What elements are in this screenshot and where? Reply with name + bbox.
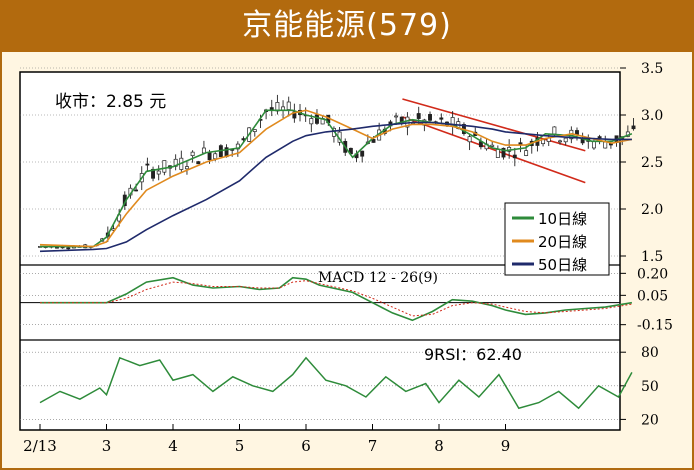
rsi-label: 9RSI：62.40 bbox=[424, 345, 522, 364]
ma-line-1 bbox=[39, 109, 633, 248]
price-tick-label: 2.5 bbox=[641, 155, 663, 171]
candle-body bbox=[207, 151, 212, 161]
candle-body bbox=[518, 142, 523, 145]
rsi-tick-label: 50 bbox=[641, 379, 659, 395]
x-tick-label: 5 bbox=[235, 437, 245, 455]
candle-body bbox=[315, 114, 319, 124]
x-tick-label: 9 bbox=[501, 437, 511, 455]
rsi-lines bbox=[39, 356, 633, 410]
macd-tick-label: -0.15 bbox=[637, 318, 673, 334]
candle-body bbox=[134, 189, 139, 192]
candle-body bbox=[552, 126, 557, 135]
candle-body bbox=[360, 150, 365, 157]
candle-body bbox=[501, 147, 506, 158]
candle-body bbox=[428, 114, 432, 121]
price-tick-label: 2.0 bbox=[641, 202, 663, 218]
legend-label-ma20: 20日線 bbox=[538, 233, 587, 251]
candle-body bbox=[156, 170, 161, 175]
candle-body bbox=[196, 161, 201, 165]
legend: 10日線 20日線 50日線 bbox=[504, 202, 610, 276]
candle-body bbox=[416, 113, 421, 119]
rsi-line bbox=[39, 356, 633, 410]
candle-body bbox=[292, 111, 297, 119]
macd-label: MACD 12 - 26(9) bbox=[318, 270, 438, 286]
candle-body bbox=[575, 130, 579, 135]
candle-body bbox=[490, 144, 495, 147]
trend-channel bbox=[402, 98, 586, 184]
x-tick-label: 4 bbox=[168, 437, 178, 455]
candle-body bbox=[151, 168, 155, 179]
macd-line bbox=[40, 276, 633, 322]
candle-body bbox=[252, 129, 257, 132]
x-tick-label: 8 bbox=[434, 437, 444, 455]
candle-body bbox=[580, 138, 585, 144]
chart-title: 京能能源(579) bbox=[242, 8, 452, 43]
candle-body bbox=[524, 150, 529, 156]
candle-body bbox=[558, 140, 562, 143]
legend-label-ma10: 10日線 bbox=[538, 210, 587, 228]
price-tick-label: 1.5 bbox=[641, 249, 663, 265]
candle-body bbox=[235, 143, 240, 150]
axis-ticks: 3.5 3.0 2.5 2.0 1.50.20 0.05 -0.15 80 50 20 2/13 3 4… bbox=[23, 61, 673, 455]
candle-body bbox=[309, 118, 314, 125]
channel-line-1 bbox=[402, 116, 586, 184]
legend-label-ma50: 50日線 bbox=[538, 256, 587, 274]
candle-body bbox=[512, 154, 517, 159]
candle-body bbox=[371, 139, 376, 143]
rsi-tick-label: 80 bbox=[641, 345, 659, 361]
price-tick-label: 3.0 bbox=[641, 108, 663, 124]
candle-body bbox=[439, 117, 444, 120]
title-bar bbox=[0, 0, 694, 52]
candle-body bbox=[631, 125, 636, 130]
candle-body bbox=[495, 148, 500, 158]
channel-line-0 bbox=[402, 98, 586, 152]
candle-body bbox=[563, 137, 568, 143]
candle-body bbox=[213, 153, 218, 160]
candle-body bbox=[286, 101, 291, 110]
price-tick-label: 3.5 bbox=[641, 61, 663, 77]
grid-lines bbox=[20, 67, 620, 420]
candle-body bbox=[201, 147, 206, 154]
candle-body bbox=[185, 166, 189, 170]
macd-lines bbox=[40, 276, 633, 322]
candle-body bbox=[394, 115, 399, 118]
candle-body bbox=[162, 160, 167, 173]
candle-body bbox=[145, 163, 150, 166]
close-price-annotation: 收市：2.85 元 bbox=[55, 92, 166, 112]
candle-body bbox=[467, 136, 472, 143]
x-tick-label: 3 bbox=[102, 437, 112, 455]
macd-tick-label: 0.05 bbox=[637, 288, 668, 304]
candle-body bbox=[597, 136, 602, 139]
candle-body bbox=[66, 247, 71, 250]
x-tick-label: 7 bbox=[368, 437, 378, 455]
candle-body bbox=[591, 141, 596, 149]
moving-averages bbox=[39, 109, 633, 253]
rsi-tick-label: 20 bbox=[641, 412, 659, 428]
x-tick-label: 6 bbox=[301, 437, 311, 455]
macd-signal-line bbox=[40, 280, 632, 317]
macd-tick-label: 0.20 bbox=[637, 266, 668, 282]
ma-line-2 bbox=[39, 121, 632, 253]
candle-body bbox=[190, 151, 195, 157]
x-tick-label: 2/13 bbox=[23, 437, 57, 455]
candle-body bbox=[603, 141, 608, 149]
